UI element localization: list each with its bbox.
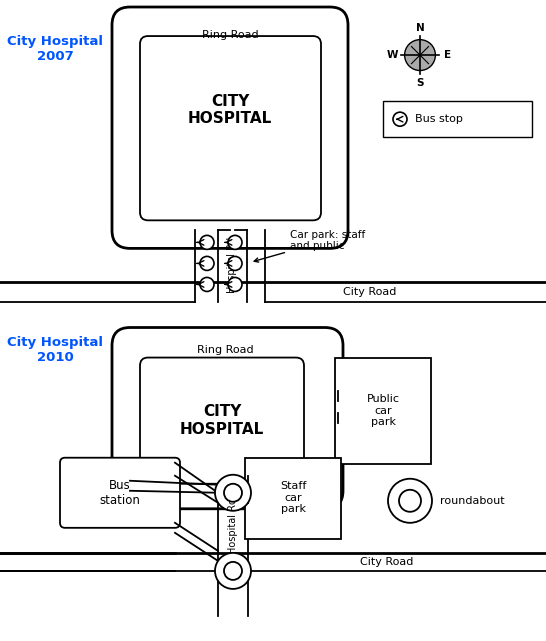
Text: Staff
car
park: Staff car park — [280, 481, 306, 514]
Circle shape — [224, 484, 242, 502]
Circle shape — [215, 553, 251, 589]
Circle shape — [200, 256, 214, 271]
Text: Hospital Rd: Hospital Rd — [227, 237, 237, 294]
Text: Ring Road: Ring Road — [197, 344, 253, 354]
FancyBboxPatch shape — [140, 36, 321, 221]
FancyBboxPatch shape — [112, 328, 343, 509]
Circle shape — [215, 475, 251, 511]
Text: CITY
HOSPITAL: CITY HOSPITAL — [188, 94, 272, 126]
FancyBboxPatch shape — [335, 358, 431, 463]
Circle shape — [388, 479, 432, 523]
Text: Car park: staff
and public: Car park: staff and public — [254, 229, 365, 262]
Text: Public
car
park: Public car park — [366, 394, 400, 428]
Circle shape — [228, 256, 242, 271]
Text: Hospital Rd: Hospital Rd — [228, 498, 238, 554]
FancyBboxPatch shape — [245, 458, 341, 539]
Text: W: W — [387, 50, 398, 60]
Text: Ring Road: Ring Road — [201, 30, 258, 40]
Text: Bus stop: Bus stop — [415, 114, 463, 124]
Circle shape — [393, 112, 407, 126]
FancyBboxPatch shape — [140, 358, 304, 484]
Circle shape — [399, 490, 421, 512]
Text: City Hospital
2007: City Hospital 2007 — [7, 35, 103, 63]
Text: City Hospital
2010: City Hospital 2010 — [7, 335, 103, 363]
Circle shape — [224, 562, 242, 580]
Circle shape — [200, 278, 214, 292]
Text: roundabout: roundabout — [440, 495, 505, 506]
Text: N: N — [416, 22, 424, 33]
Text: City Road: City Road — [360, 557, 413, 567]
Circle shape — [200, 235, 214, 249]
FancyBboxPatch shape — [60, 458, 180, 528]
Circle shape — [228, 235, 242, 249]
Text: Bus
station: Bus station — [99, 479, 140, 507]
Circle shape — [228, 278, 242, 292]
FancyBboxPatch shape — [112, 7, 348, 248]
Text: S: S — [416, 78, 424, 88]
FancyBboxPatch shape — [383, 101, 532, 137]
Text: City Road: City Road — [343, 287, 397, 297]
Text: E: E — [444, 50, 451, 60]
Circle shape — [405, 40, 435, 71]
Text: CITY
HOSPITAL: CITY HOSPITAL — [180, 404, 264, 437]
